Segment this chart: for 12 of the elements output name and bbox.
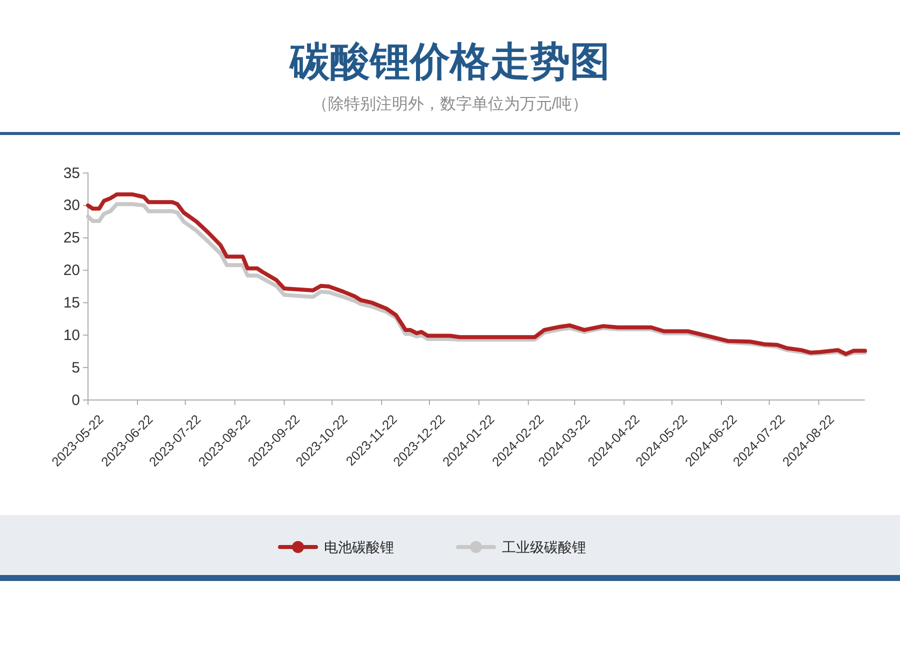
legend-label: 电池碳酸锂 xyxy=(324,539,394,555)
y-tick-label: 5 xyxy=(72,359,80,376)
y-tick-label: 25 xyxy=(63,230,80,247)
y-tick-label: 10 xyxy=(63,326,80,344)
y-tick-label: 15 xyxy=(63,294,80,312)
y-tick-label: 35 xyxy=(63,164,80,182)
y-tick-label: 20 xyxy=(63,262,80,280)
legend-label: 工业级碳酸锂 xyxy=(502,539,586,555)
y-tick-label: 30 xyxy=(63,197,80,214)
chart-title: 碳酸锂价格走势图 xyxy=(288,39,610,85)
chart-subtitle: （除特别注明外，数字单位为万元/吨） xyxy=(312,95,588,113)
y-tick-label: 0 xyxy=(72,392,80,409)
